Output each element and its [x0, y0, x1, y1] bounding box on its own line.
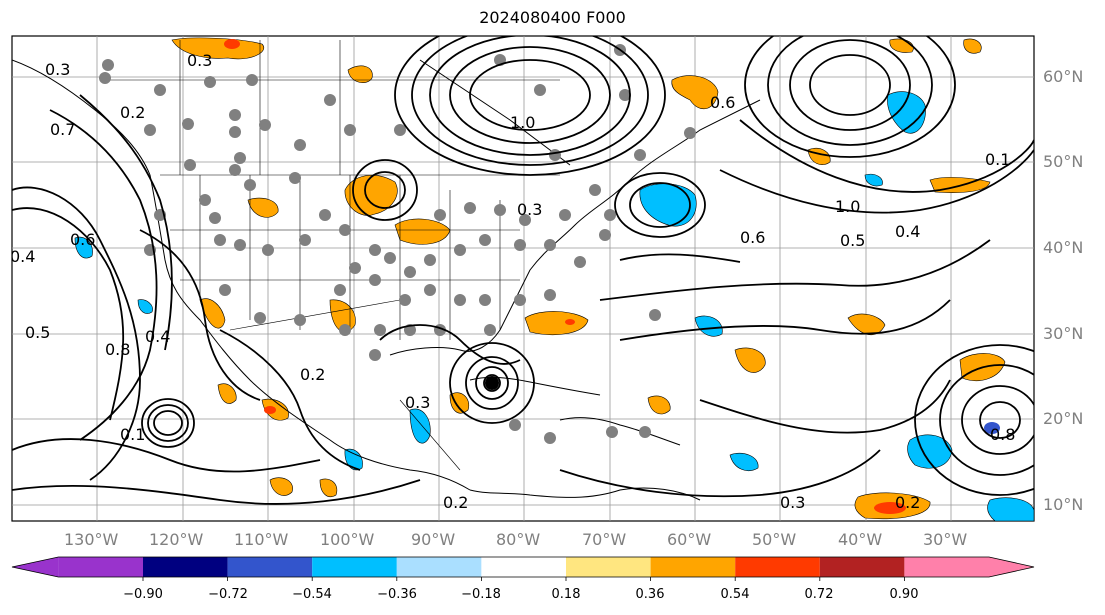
colorbar-tick-label: −0.72: [208, 587, 248, 602]
tropical-cyclone-marker: [485, 376, 499, 390]
map-frame: [11, 35, 1035, 522]
contour-label: 0.2: [300, 365, 325, 384]
colorbar-segment: [735, 557, 820, 577]
contour-label: 0.2: [895, 493, 920, 512]
contour-lines: [12, 36, 1034, 505]
colorbar-tick-label: −0.18: [461, 587, 501, 602]
contour-label: 0.2: [443, 493, 468, 512]
contour-label: 0.4: [145, 327, 170, 346]
contour-label: 0.5: [840, 231, 865, 250]
colorbar-segment: [227, 557, 313, 577]
colorbar-segment: [58, 557, 143, 577]
lon-label: 90°W: [411, 530, 456, 549]
colorbar-outline: [11, 556, 1035, 578]
map-title: 2024080400 F000: [479, 8, 626, 27]
contour-label: 0.6: [740, 228, 765, 247]
colorbar-segment: [143, 557, 228, 577]
lat-label: 40°N: [1043, 238, 1084, 257]
contour-label: 0.6: [70, 230, 95, 249]
colorbar-segment: [904, 557, 989, 577]
contour-label: 0.1: [120, 425, 145, 444]
lat-label: 60°N: [1043, 67, 1084, 86]
contour-label: 1.0: [510, 113, 535, 132]
colorbar-tick-label: 0.54: [720, 587, 750, 602]
contour-label: 0.3: [187, 51, 212, 70]
lat-label: 20°N: [1043, 409, 1084, 428]
lon-label: 110°W: [234, 530, 289, 549]
contour-label: 0.7: [50, 120, 75, 139]
colorbar-tick-label: −0.36: [377, 587, 417, 602]
contour-label: 0.6: [710, 93, 735, 112]
colorbar-segment: [312, 557, 397, 577]
colorbar: [11, 556, 1035, 581]
contour-labels: 0.3 0.2 0.7 0.4 0.6 0.8 0.5 1.0 0.3 0.4 …: [10, 51, 1015, 512]
contour-label: 0.3: [45, 60, 70, 79]
lat-label: 30°N: [1043, 324, 1084, 343]
colorbar-segment: [819, 557, 905, 577]
lon-label: 30°W: [923, 530, 968, 549]
contour-label: 0.3: [780, 493, 805, 512]
colorbar-segment: [396, 557, 482, 577]
lon-label: 70°W: [582, 530, 627, 549]
colorbar-tick-label: 0.18: [551, 587, 581, 602]
lon-label: 60°W: [667, 530, 712, 549]
contour-label: 0.5: [25, 323, 50, 342]
lon-label: 40°W: [838, 530, 883, 549]
contour-label: 0.3: [517, 200, 542, 219]
lon-label: 100°W: [320, 530, 375, 549]
contour-label: 0.3: [405, 393, 430, 412]
contour-label: 0.4: [895, 222, 920, 241]
lat-label: 50°N: [1043, 152, 1084, 171]
colorbar-tick-label: −0.90: [123, 587, 163, 602]
lon-label: 120°W: [149, 530, 204, 549]
colorbar-segment: [566, 557, 651, 577]
lat-label: 10°N: [1043, 495, 1084, 514]
lon-label: 80°W: [496, 530, 541, 549]
colorbar-segment: [481, 557, 566, 577]
colorbar-segment: [989, 557, 1034, 577]
strong-positive-shading: [224, 39, 906, 514]
colorbar-segment: [650, 557, 736, 577]
colorbar-segment: [12, 557, 59, 577]
contour-label: 0.8: [105, 340, 130, 359]
colorbar-tick-label: 0.36: [635, 587, 665, 602]
contour-label: 0.4: [10, 247, 35, 266]
lon-label: 50°W: [752, 530, 797, 549]
colorbar-tick-label: 0.90: [889, 587, 919, 602]
contour-label: 0.2: [120, 103, 145, 122]
colorbar-tick-label: 0.72: [804, 587, 834, 602]
colorbar-tick-label: −0.54: [292, 587, 332, 602]
contour-label: 0.8: [990, 425, 1015, 444]
contour-label: 0.1: [985, 150, 1010, 169]
contour-label: 1.0: [835, 197, 860, 216]
lon-label: 130°W: [64, 530, 119, 549]
strong-negative-shading: [984, 422, 1000, 434]
